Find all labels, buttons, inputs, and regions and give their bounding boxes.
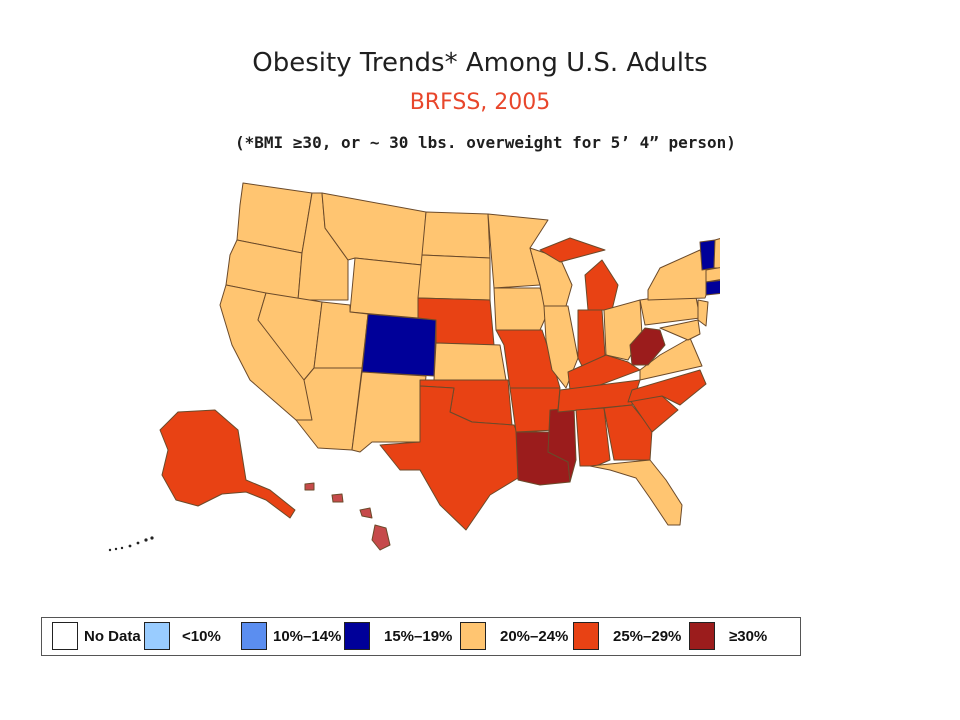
aleutian-islands: [108, 536, 154, 552]
state-virginia: [639, 337, 703, 381]
legend-label: No Data: [84, 628, 141, 645]
legend-swatch: [144, 622, 170, 650]
state-georgia: [603, 404, 653, 461]
legend-label: 10%–14%: [273, 628, 342, 645]
state-hawaii-maui: [359, 507, 373, 519]
state-hawaii-oahu: [331, 493, 344, 503]
legend-label: 25%–29%: [613, 628, 682, 645]
state-alaska: [159, 409, 296, 519]
state-hawaii-big-island: [371, 524, 391, 551]
legend-label: 15%–19%: [384, 628, 453, 645]
state-wyoming: [349, 257, 423, 319]
state-illinois: [543, 305, 579, 389]
legend-label: 20%–24%: [500, 628, 569, 645]
state-new-mexico: [351, 371, 427, 453]
legend-swatch: [689, 622, 715, 650]
state-kansas: [433, 342, 507, 381]
state-michigan-upper: [539, 237, 606, 263]
state-north-carolina: [627, 369, 707, 406]
legend-swatch: [460, 622, 486, 650]
state-new-jersey: [697, 299, 709, 327]
state-south-dakota: [417, 254, 491, 301]
page-subtitle: BRFSS, 2005: [409, 90, 551, 115]
page-title: Obesity Trends* Among U.S. Adults: [252, 48, 708, 78]
state-connecticut: [705, 279, 720, 296]
state-maryland: [659, 319, 701, 341]
state-hawaii-kauai: [304, 482, 315, 491]
state-michigan: [584, 259, 619, 311]
legend-label: ≥30%: [729, 628, 768, 645]
state-vermont: [699, 239, 716, 271]
state-west-virginia: [629, 327, 666, 366]
state-alabama: [575, 407, 611, 467]
state-colorado: [361, 313, 437, 377]
state-new-hampshire: [713, 238, 720, 269]
state-texas: [379, 385, 521, 531]
legend-label: <10%: [182, 628, 221, 645]
legend-swatch: [344, 622, 370, 650]
state-florida: [589, 459, 683, 526]
us-obesity-map: [108, 182, 720, 552]
state-north-dakota: [421, 211, 491, 259]
legend-swatch: [241, 622, 267, 650]
map-legend: No Data <10% 10%–14% 15%–19% 20%–24% 25%…: [41, 617, 801, 656]
legend-swatch: [573, 622, 599, 650]
legend-swatch: [52, 622, 78, 650]
state-massachusetts: [705, 267, 720, 283]
state-iowa: [493, 287, 549, 331]
bmi-footnote: (*BMI ≥30, or ~ 30 lbs. overweight for 5…: [235, 133, 736, 152]
